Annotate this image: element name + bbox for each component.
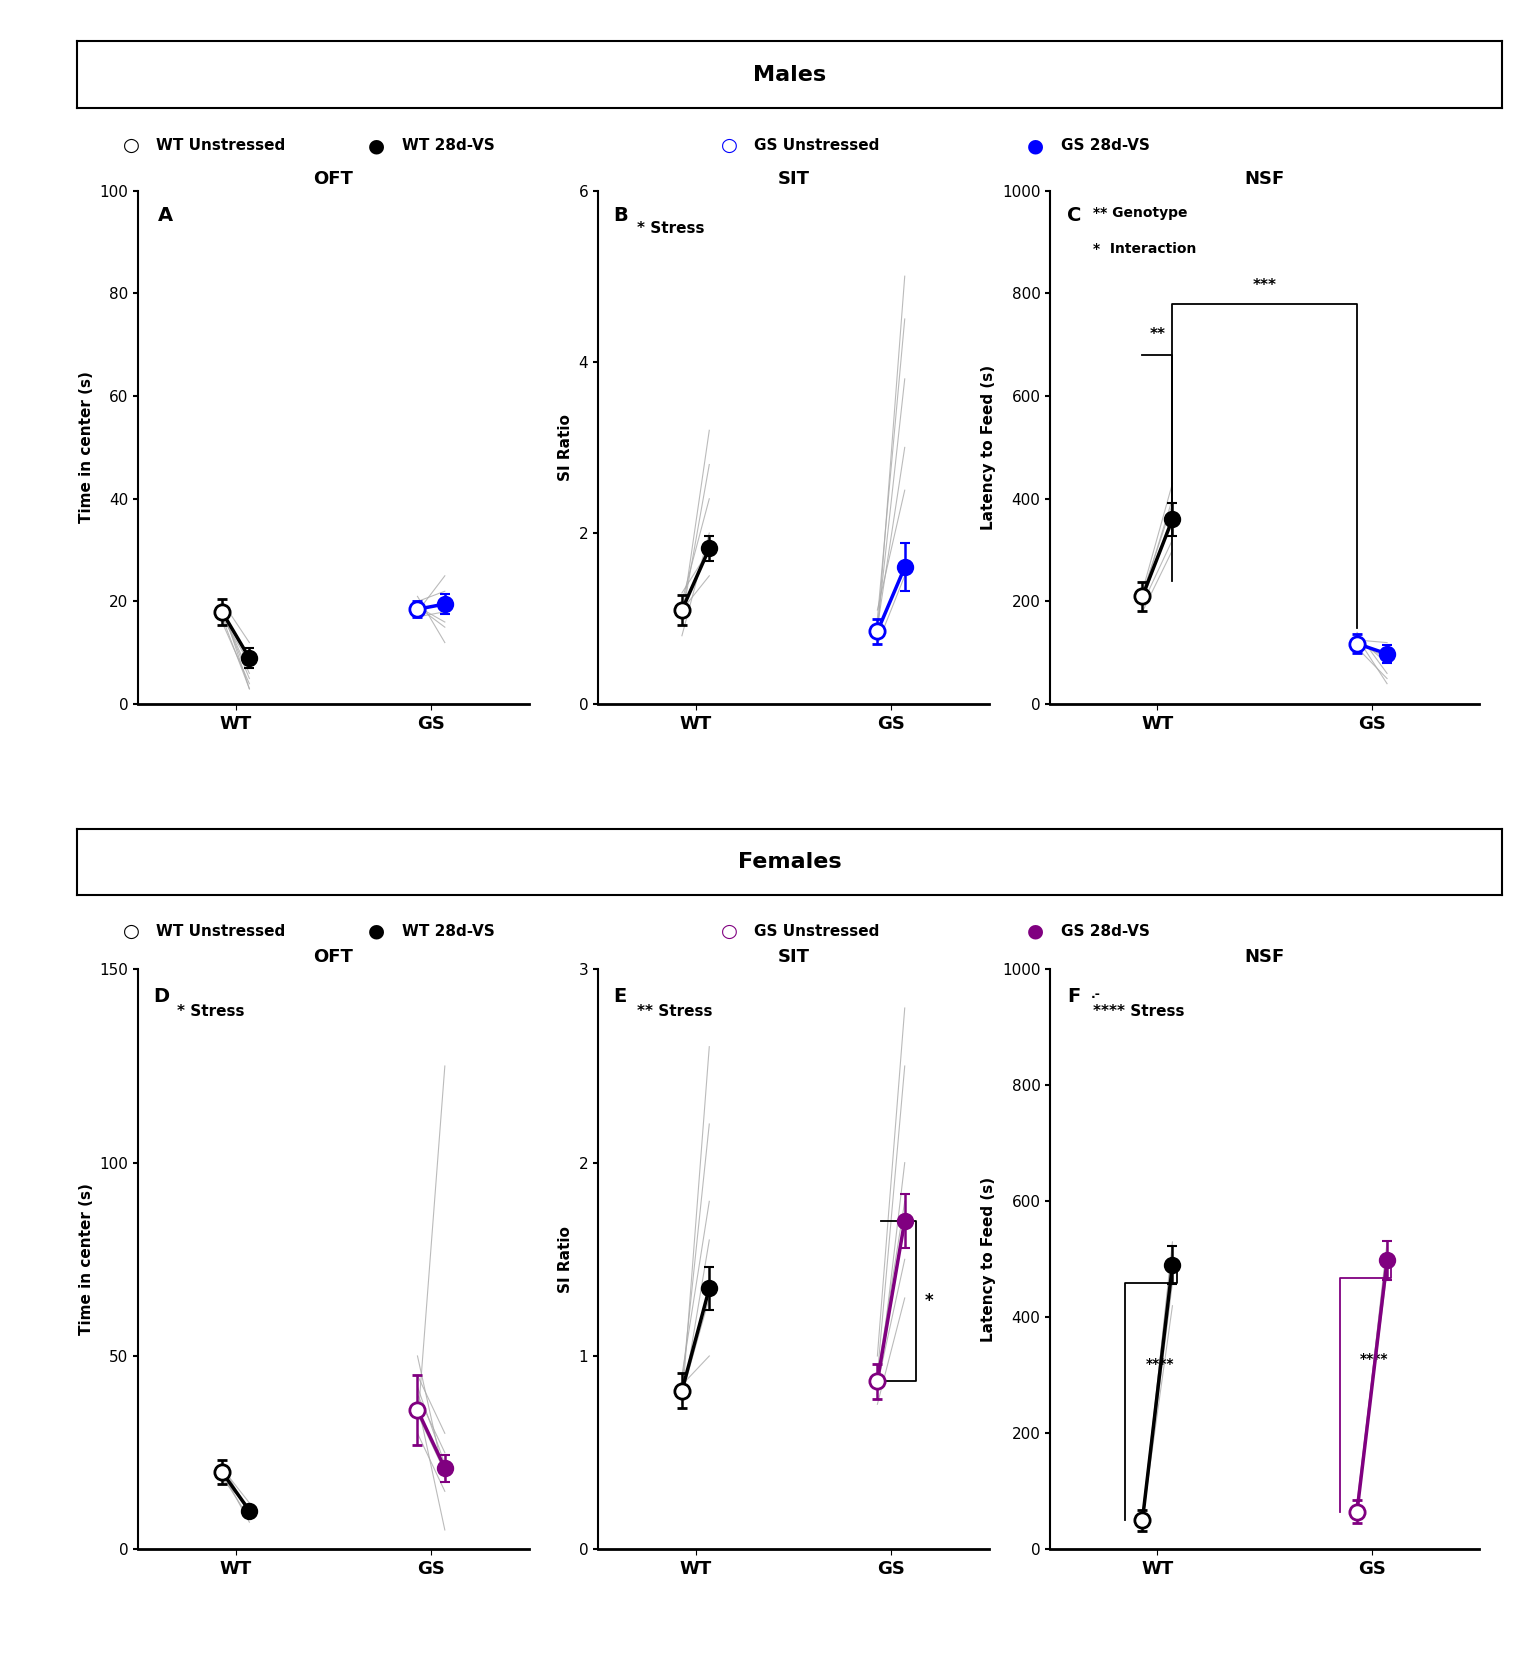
Text: **** Stress: **** Stress [1093,1004,1185,1019]
Text: * Stress: * Stress [176,1004,245,1019]
Text: WT 28d-VS: WT 28d-VS [402,138,495,154]
Text: WT Unstressed: WT Unstressed [156,923,285,940]
Text: **: ** [1150,326,1165,341]
Text: *: * [924,1292,934,1311]
Y-axis label: Latency to Feed (s): Latency to Feed (s) [981,365,996,530]
Text: ****: **** [1145,1357,1174,1370]
Title: OFT: OFT [313,169,354,187]
Text: .-: .- [1091,988,1101,1001]
Text: ○: ○ [123,136,140,156]
Text: WT 28d-VS: WT 28d-VS [402,923,495,940]
Text: ●: ● [368,136,385,156]
Text: ●: ● [368,921,385,941]
Text: ****: **** [1360,1352,1389,1365]
Y-axis label: SI Ratio: SI Ratio [558,414,573,481]
Text: ●: ● [1027,921,1044,941]
Text: ** Stress: ** Stress [638,1004,713,1019]
Text: WT Unstressed: WT Unstressed [156,138,285,154]
Text: * Stress: * Stress [638,222,705,237]
Y-axis label: Latency to Feed (s): Latency to Feed (s) [981,1176,996,1342]
Text: E: E [613,988,627,1006]
Text: ○: ○ [123,921,140,941]
Text: C: C [1067,205,1082,225]
Text: A: A [158,205,173,225]
Title: SIT: SIT [777,948,809,966]
Y-axis label: SI Ratio: SI Ratio [558,1226,573,1292]
Text: ○: ○ [721,921,737,941]
Text: ●: ● [1027,136,1044,156]
Text: GS Unstressed: GS Unstressed [754,138,880,154]
Title: NSF: NSF [1245,948,1285,966]
Title: NSF: NSF [1245,169,1285,187]
Text: B: B [613,205,629,225]
Title: OFT: OFT [313,948,354,966]
Text: ***: *** [1252,278,1277,293]
Text: GS Unstressed: GS Unstressed [754,923,880,940]
Title: SIT: SIT [777,169,809,187]
Text: ** Genotype: ** Genotype [1093,205,1188,220]
Text: Males: Males [753,65,826,85]
Text: *  Interaction: * Interaction [1093,242,1196,255]
Y-axis label: Time in center (s): Time in center (s) [78,371,94,524]
Text: F: F [1067,988,1081,1006]
Text: GS 28d-VS: GS 28d-VS [1061,138,1150,154]
Y-axis label: Time in center (s): Time in center (s) [78,1183,94,1336]
Text: ○: ○ [721,136,737,156]
Text: GS 28d-VS: GS 28d-VS [1061,923,1150,940]
Text: D: D [153,988,170,1006]
Text: Females: Females [737,852,842,872]
